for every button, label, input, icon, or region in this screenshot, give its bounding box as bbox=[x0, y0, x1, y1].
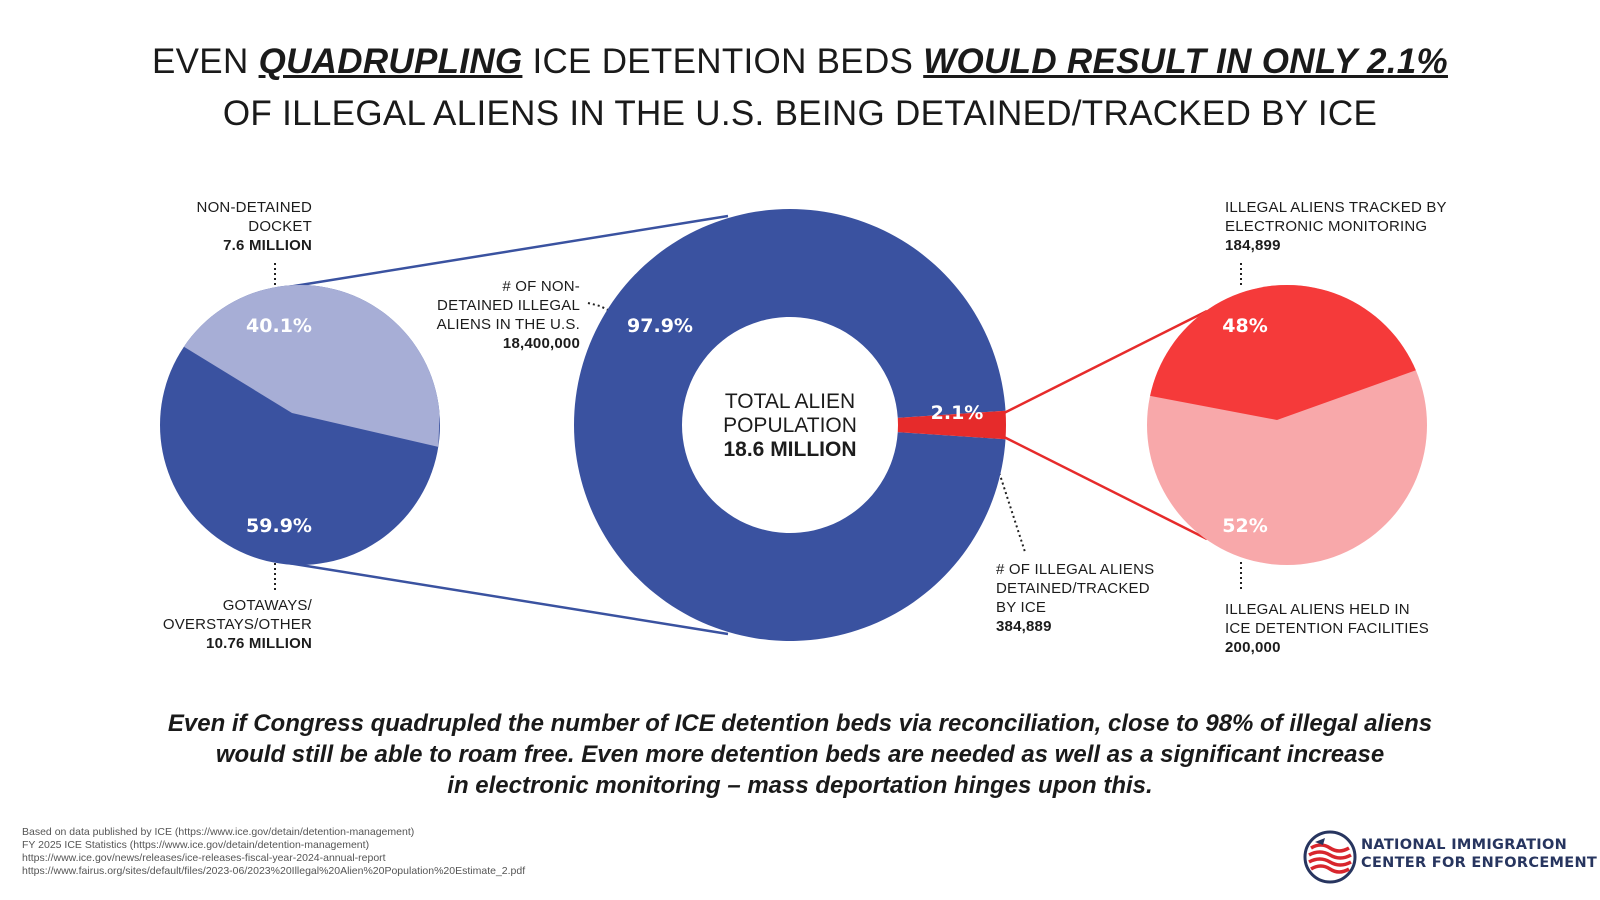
connector-line-top-right bbox=[1003, 309, 1208, 415]
label-text: # OF NON- bbox=[502, 278, 580, 295]
label-text: DETAINED/TRACKED bbox=[996, 580, 1150, 597]
pie-right bbox=[1147, 285, 1427, 565]
label-gotaways: GOTAWAYS/ OVERSTAYS/OTHER 10.76 MILLION bbox=[163, 596, 312, 653]
organization-logo: NATIONAL IMMIGRATION CENTER FOR ENFORCEM… bbox=[1303, 830, 1597, 886]
label-text: ICE DETENTION FACILITIES bbox=[1225, 620, 1429, 637]
label-text: # OF ILLEGAL ALIENS bbox=[996, 561, 1155, 578]
center-label-text: POPULATION bbox=[723, 414, 857, 437]
flag-seal-icon bbox=[1303, 830, 1357, 884]
label-text: ILLEGAL ALIENS HELD IN bbox=[1225, 601, 1410, 618]
pct-label-gotaways: 59.9% bbox=[246, 515, 312, 537]
pct-label-facilities: 52% bbox=[1222, 515, 1267, 537]
label-text: ELECTRONIC MONITORING bbox=[1225, 218, 1428, 235]
page-title-line1: EVEN QUADRUPLING ICE DETENTION BEDS WOUL… bbox=[0, 38, 1600, 86]
label-text: DOCKET bbox=[248, 218, 312, 235]
label-value: 200,000 bbox=[1225, 639, 1281, 656]
center-label-value: 18.6 MILLION bbox=[723, 438, 857, 461]
center-label-text: TOTAL ALIEN bbox=[724, 390, 856, 413]
pie-left-slice-docket bbox=[160, 285, 440, 447]
source-line: https://www.fairus.org/sites/default/fil… bbox=[22, 865, 526, 877]
label-text: BY ICE bbox=[996, 599, 1047, 616]
label-monitoring: ILLEGAL ALIENS TRACKED BY ELECTRONIC MON… bbox=[1225, 198, 1447, 255]
label-text: ALIENS IN THE U.S. bbox=[436, 316, 580, 333]
logo-line: CENTER FOR ENFORCEMENT bbox=[1361, 855, 1598, 871]
summary-line: in electronic monitoring – mass deportat… bbox=[447, 772, 1153, 799]
summary-line: would still be able to roam free. Even m… bbox=[215, 741, 1385, 768]
pct-label-docket: 40.1% bbox=[246, 315, 312, 337]
pct-label-non-detained: 97.9% bbox=[627, 315, 693, 337]
donut-center-label: TOTAL ALIEN POPULATION 18.6 MILLION bbox=[690, 390, 890, 462]
label-non-detained-total: # OF NON- DETAINED ILLEGAL ALIENS IN THE… bbox=[437, 277, 580, 353]
label-value: 18,400,000 bbox=[502, 335, 580, 352]
label-detained-total: # OF ILLEGAL ALIENS DETAINED/TRACKED BY … bbox=[996, 560, 1154, 636]
donut-slice-detained bbox=[897, 410, 1006, 440]
label-text: OVERSTAYS/OTHER bbox=[162, 616, 312, 633]
title-emphasis-quadrupling: QUADRUPLING bbox=[258, 42, 523, 81]
logo-line: NATIONAL IMMIGRATION bbox=[1361, 837, 1568, 853]
connector-lines bbox=[287, 214, 1208, 636]
label-value: 384,889 bbox=[996, 618, 1052, 635]
sources: Based on data published by ICE (https://… bbox=[22, 826, 525, 878]
label-text: NON-DETAINED bbox=[196, 199, 312, 216]
donut-center bbox=[574, 209, 1006, 642]
source-line: FY 2025 ICE Statistics (https://www.ice.… bbox=[22, 839, 370, 851]
label-text: GOTAWAYS/ bbox=[222, 597, 312, 614]
title-text: EVEN bbox=[152, 42, 259, 81]
title-emphasis-result: WOULD RESULT IN ONLY 2.1% bbox=[923, 42, 1448, 81]
connector-line-top-left bbox=[287, 214, 729, 289]
page-title-line2: OF ILLEGAL ALIENS IN THE U.S. BEING DETA… bbox=[222, 94, 1378, 133]
label-text: DETAINED ILLEGAL bbox=[437, 297, 580, 314]
connector-line-bottom-left bbox=[287, 561, 729, 636]
label-value: 184,899 bbox=[1225, 237, 1281, 254]
pie-left bbox=[160, 285, 440, 565]
pct-label-detained: 2.1% bbox=[931, 402, 984, 424]
pie-right-slice-monitoring bbox=[1147, 285, 1427, 420]
label-value: 7.6 MILLION bbox=[223, 237, 312, 254]
label-value: 10.76 MILLION bbox=[206, 635, 312, 652]
connector-line-bottom-right bbox=[1003, 435, 1208, 541]
label-facilities: ILLEGAL ALIENS HELD IN ICE DETENTION FAC… bbox=[1225, 600, 1429, 657]
source-line: https://www.ice.gov/news/releases/ice-re… bbox=[22, 852, 386, 864]
title-text-mid: ICE DETENTION BEDS bbox=[522, 42, 924, 81]
summary-text: Even if Congress quadrupled the number o… bbox=[80, 708, 1520, 801]
pct-label-monitoring: 48% bbox=[1222, 315, 1267, 337]
percent-labels: 40.1% 59.9% 97.9% 2.1% 48% 52% bbox=[246, 315, 1268, 537]
logo-text: NATIONAL IMMIGRATION CENTER FOR ENFORCEM… bbox=[1361, 836, 1597, 872]
summary-line: Even if Congress quadrupled the number o… bbox=[167, 710, 1433, 737]
label-text: ILLEGAL ALIENS TRACKED BY bbox=[1225, 199, 1447, 216]
label-nondetained-docket: NON-DETAINED DOCKET 7.6 MILLION bbox=[197, 198, 312, 255]
source-line: Based on data published by ICE (https://… bbox=[22, 826, 415, 838]
donut-slice-non-detained bbox=[574, 209, 1006, 642]
